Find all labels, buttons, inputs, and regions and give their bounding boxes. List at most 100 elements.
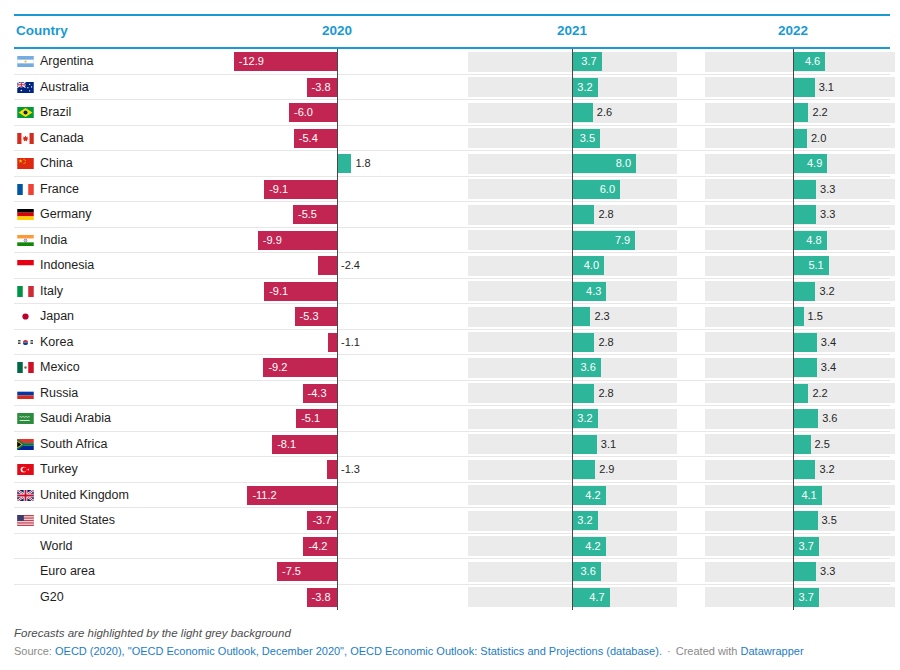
country-label: Brazil	[40, 100, 71, 125]
created-with-label: Created with	[676, 645, 738, 657]
country-label: United States	[40, 508, 115, 533]
column-header-2021: 2021	[527, 23, 617, 38]
bar-2021	[572, 103, 593, 122]
bar-value-label: 6.0	[572, 180, 615, 199]
bar-value-label: 3.2	[572, 78, 593, 97]
country-label: United Kingdom	[40, 483, 129, 508]
table-row: United Kingdom-11.24.24.1	[14, 483, 890, 509]
korea-flag-icon	[17, 337, 34, 348]
column-header-2020: 2020	[292, 23, 382, 38]
bar-2021	[572, 435, 597, 454]
country-label: India	[40, 228, 67, 253]
bar-value-label: -3.7	[312, 511, 331, 530]
bar-value-label: 3.5	[572, 129, 595, 148]
bar-value-label: 3.7	[793, 537, 814, 556]
bar-value-label: -3.8	[312, 588, 331, 607]
country-label: Italy	[40, 279, 63, 304]
axis-line-2022	[793, 49, 794, 610]
bar-value-label: 3.2	[572, 511, 593, 530]
bar-2022	[793, 384, 808, 403]
bar-2022	[793, 409, 818, 428]
bar-value-label: -12.9	[239, 52, 264, 71]
bar-2022	[793, 460, 815, 479]
bar-value-label: 7.9	[572, 231, 630, 250]
bar-value-label: 3.6	[822, 409, 837, 428]
axis-line-2020	[337, 49, 338, 610]
bar-value-label: -4.2	[308, 537, 327, 556]
bar-value-label: -9.2	[268, 358, 287, 377]
bar-value-label: 4.2	[572, 537, 601, 556]
bar-value-label: 1.8	[355, 154, 370, 173]
country-label: China	[40, 151, 73, 176]
australia-flag-icon	[17, 82, 34, 93]
datawrapper-link[interactable]: Datawrapper	[741, 645, 804, 657]
bar-value-label: -3.8	[312, 78, 331, 97]
table-row: India-9.97.94.8	[14, 228, 890, 254]
table-row: France-9.16.03.3	[14, 177, 890, 203]
bar-2022	[793, 358, 817, 377]
saudi-arabia-flag-icon	[17, 413, 34, 424]
mexico-flag-icon	[17, 362, 34, 373]
bar-value-label: 2.8	[598, 205, 613, 224]
bar-value-label: 2.8	[598, 384, 613, 403]
bar-value-label: -9.1	[269, 282, 288, 301]
bar-2021	[572, 333, 594, 352]
bar-value-label: 3.3	[820, 180, 835, 199]
bar-2021	[572, 384, 594, 403]
source-link[interactable]: OECD (2020), "OECD Economic Outlook, Dec…	[55, 645, 662, 657]
table-row: Russia-4.32.82.2	[14, 381, 890, 407]
table-row: China1.88.04.9	[14, 151, 890, 177]
table-row: G20-3.84.73.7	[14, 585, 890, 611]
country-label: Canada	[40, 126, 84, 151]
country-label: Argentina	[40, 49, 94, 74]
country-label: South Africa	[40, 432, 107, 457]
bar-value-label: -2.4	[341, 256, 360, 275]
bar-value-label: 3.4	[821, 358, 836, 377]
bar-value-label: -1.1	[341, 333, 360, 352]
united-kingdom-flag-icon	[17, 490, 34, 501]
bar-value-label: 3.2	[819, 460, 834, 479]
country-label: Japan	[40, 304, 74, 329]
bar-value-label: 2.2	[812, 384, 827, 403]
country-label: Australia	[40, 75, 89, 100]
table-row: Turkey-1.32.93.2	[14, 457, 890, 483]
country-label: Mexico	[40, 355, 80, 380]
bar-value-label: 2.2	[812, 103, 827, 122]
country-label: Korea	[40, 330, 73, 355]
table-row: Canada-5.43.52.0	[14, 126, 890, 152]
table-body: Argentina-12.93.74.6Australia-3.83.23.1B…	[14, 49, 890, 610]
united-states-flag-icon	[17, 515, 34, 526]
bar-2020	[327, 460, 337, 479]
bar-value-label: 2.0	[811, 129, 826, 148]
bar-value-label: -5.5	[298, 205, 317, 224]
bar-2022	[793, 78, 815, 97]
source-line: Source: OECD (2020), "OECD Economic Outl…	[14, 645, 900, 657]
table-row: Australia -3.8 3.2 3.1	[14, 75, 890, 101]
source-label: Source:	[14, 645, 52, 657]
table-row: Germany-5.52.83.3	[14, 202, 890, 228]
column-header-2022: 2022	[748, 23, 838, 38]
bar-2022	[793, 282, 815, 301]
italy-flag-icon	[17, 286, 34, 297]
bar-value-label: -7.5	[282, 562, 301, 581]
bar-2022	[793, 205, 816, 224]
bar-value-label: 4.8	[793, 231, 822, 250]
bar-value-label: 2.8	[598, 333, 613, 352]
bar-value-label: 3.1	[819, 78, 834, 97]
bar-value-label: 2.9	[599, 460, 614, 479]
chart-footer: Forecasts are highlighted by the light g…	[14, 610, 900, 657]
table-row: World-4.24.23.7	[14, 534, 890, 560]
bar-value-label: -5.1	[301, 409, 320, 428]
bar-value-label: 4.9	[793, 154, 822, 173]
bar-value-label: 3.7	[793, 588, 814, 607]
japan-flag-icon	[17, 311, 34, 322]
bar-value-label: 3.3	[820, 205, 835, 224]
brazil-flag-icon	[17, 107, 34, 118]
bar-2022	[793, 129, 807, 148]
bar-2022	[793, 511, 818, 530]
bar-2022	[793, 562, 816, 581]
bar-value-label: 2.3	[594, 307, 609, 326]
bar-value-label: -4.3	[308, 384, 327, 403]
bar-2020	[337, 154, 351, 173]
table-row: Korea-1.12.83.4	[14, 330, 890, 356]
